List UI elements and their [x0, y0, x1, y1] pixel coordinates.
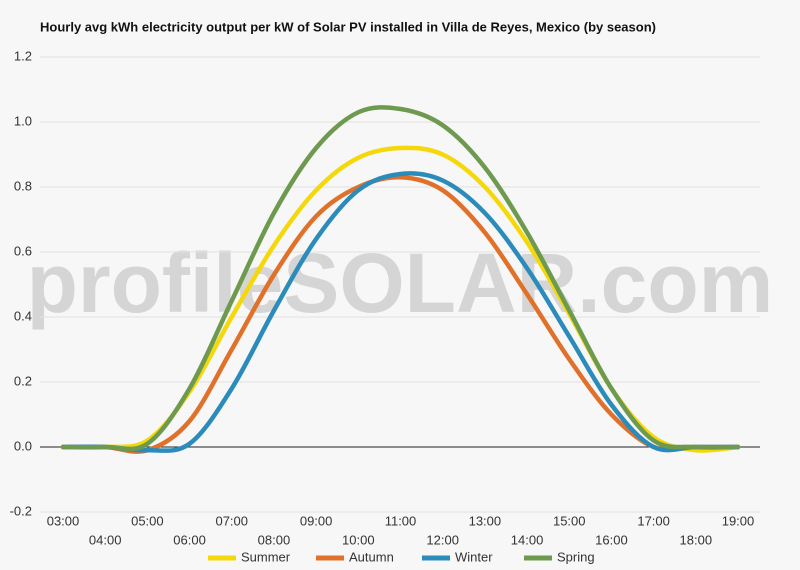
- x-tick-label: 13:00: [469, 513, 502, 528]
- x-tick-label: 07:00: [215, 513, 248, 528]
- y-tick-label: 0.2: [14, 373, 32, 388]
- x-tick-label: 19:00: [722, 513, 755, 528]
- x-tick-label: 16:00: [595, 532, 628, 547]
- x-tick-label: 03:00: [47, 513, 80, 528]
- x-tick-label: 09:00: [300, 513, 333, 528]
- y-tick-label: -0.2: [10, 503, 32, 518]
- y-tick-label: 0.0: [14, 438, 32, 453]
- legend-label: Winter: [455, 549, 493, 564]
- x-tick-label: 15:00: [553, 513, 586, 528]
- legend-label: Spring: [557, 549, 595, 564]
- x-tick-label: 08:00: [258, 532, 291, 547]
- x-tick-label: 06:00: [173, 532, 206, 547]
- x-tick-label: 12:00: [426, 532, 459, 547]
- y-tick-label: 0.6: [14, 243, 32, 258]
- series-line: [60, 174, 741, 454]
- x-tick-label: 18:00: [680, 532, 713, 547]
- x-tick-label: 17:00: [637, 513, 670, 528]
- y-tick-label: 1.2: [14, 48, 32, 63]
- y-tick-label: 0.8: [14, 178, 32, 193]
- x-tick-label: 05:00: [131, 513, 164, 528]
- y-tick-label: 1.0: [14, 113, 32, 128]
- series-line: [60, 105, 741, 452]
- x-tick-label: 04:00: [89, 532, 122, 547]
- chart-title: Hourly avg kWh electricity output per kW…: [40, 19, 656, 34]
- legend-label: Autumn: [349, 549, 394, 564]
- x-tick-label: 10:00: [342, 532, 375, 547]
- x-tick-label: 14:00: [511, 532, 544, 547]
- y-tick-label: 0.4: [14, 308, 32, 323]
- series-line: [60, 171, 741, 453]
- x-tick-label: 11:00: [385, 513, 417, 528]
- legend-label: Summer: [241, 549, 291, 564]
- watermark: profileSOLAR.com: [27, 236, 774, 330]
